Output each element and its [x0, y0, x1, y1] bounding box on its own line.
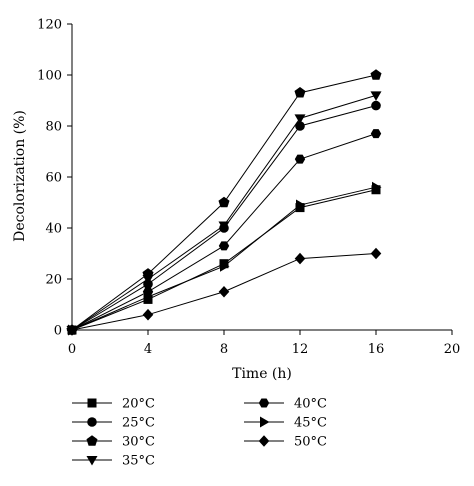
data-point	[295, 121, 305, 131]
legend-item: 35°C	[72, 454, 155, 469]
y-tick-label: 60	[45, 171, 62, 186]
legend-label: 35°C	[122, 454, 155, 469]
data-point	[371, 100, 381, 111]
data-point	[220, 260, 230, 272]
data-point	[294, 114, 306, 124]
legend-marker	[86, 456, 98, 466]
data-point	[370, 69, 382, 80]
series-line	[71, 186, 377, 331]
data-point	[372, 181, 382, 193]
legend-item: 25°C	[72, 416, 155, 431]
legend-item: 50°C	[244, 435, 327, 450]
legend-item: 30°C	[72, 435, 155, 450]
x-tick-label: 0	[68, 342, 76, 357]
y-axis-label: Decolorization (%)	[12, 110, 28, 242]
legend-marker	[260, 416, 270, 428]
y-tick-label: 80	[45, 120, 62, 135]
legend-item: 40°C	[244, 397, 327, 412]
data-point	[370, 247, 382, 260]
x-tick-label: 12	[292, 342, 309, 357]
data-point	[144, 291, 154, 303]
data-point	[370, 129, 382, 139]
data-point	[218, 241, 230, 251]
series-layer	[66, 69, 382, 336]
y-tick-label: 100	[37, 69, 62, 84]
legend-marker	[87, 398, 97, 408]
legend-label: 20°C	[122, 397, 155, 412]
data-point	[294, 252, 306, 265]
data-point	[142, 308, 154, 321]
legend-label: 40°C	[294, 397, 327, 412]
x-tick-label: 16	[368, 342, 385, 357]
legend-marker	[258, 435, 270, 447]
series-triangle-right	[68, 181, 382, 336]
legend-marker	[86, 435, 98, 446]
data-point	[294, 87, 306, 98]
legend-label: 45°C	[294, 416, 327, 431]
legend-label: 50°C	[294, 435, 327, 450]
y-tick-label: 120	[37, 18, 62, 33]
data-point	[296, 199, 306, 211]
data-point	[142, 275, 154, 285]
data-point	[218, 285, 230, 298]
legend-item: 45°C	[244, 416, 327, 431]
x-tick-label: 20	[444, 342, 461, 357]
data-point	[294, 154, 306, 164]
legend-marker	[87, 417, 97, 427]
y-tick-label: 40	[45, 222, 62, 237]
legend-label: 25°C	[122, 416, 155, 431]
y-tick-label: 0	[54, 324, 62, 339]
y-tick-label: 20	[45, 273, 62, 288]
x-tick-label: 4	[144, 342, 152, 357]
data-point	[66, 324, 78, 336]
legend-marker	[258, 398, 270, 408]
legend-label: 30°C	[122, 435, 155, 450]
x-tick-label: 8	[220, 342, 228, 357]
data-point	[370, 91, 382, 101]
legend: 20°C 25°C 30°C 35°C 40°C 45°C 50°C	[72, 397, 327, 469]
axes: 0 20 40 60 80 100 120 0 4 8 12 16 20	[37, 18, 460, 358]
data-point	[218, 196, 230, 208]
data-point	[218, 221, 230, 231]
legend-item: 20°C	[72, 397, 155, 412]
x-axis-label: Time (h)	[232, 366, 292, 382]
series-square	[67, 185, 381, 335]
series-circle	[67, 100, 381, 335]
